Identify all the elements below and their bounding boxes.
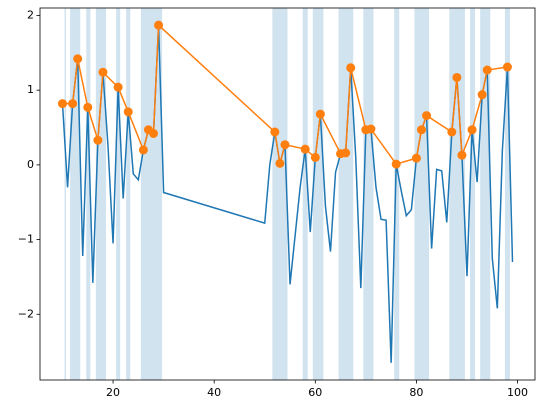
marker (452, 72, 462, 82)
shaded-span (394, 8, 400, 380)
shaded-span (272, 8, 288, 380)
marker (366, 124, 376, 134)
marker (467, 125, 477, 135)
shaded-span (480, 8, 491, 380)
marker (98, 67, 108, 77)
x-tick-label: 100 (507, 386, 528, 399)
shaded-span (140, 8, 163, 380)
marker (149, 128, 159, 138)
marker (447, 127, 457, 137)
marker (138, 145, 148, 155)
shaded-span (312, 8, 324, 380)
marker (58, 99, 67, 109)
shaded-span (86, 8, 91, 380)
marker (457, 150, 467, 160)
y-tick-label: 0 (27, 158, 34, 171)
marker (346, 63, 356, 73)
marker (391, 159, 401, 169)
y-tick-label: −2 (18, 307, 34, 320)
series-line (62, 23, 508, 165)
marker (300, 144, 310, 154)
marker (270, 127, 280, 137)
shaded-span (95, 8, 106, 380)
shaded-span (449, 8, 465, 380)
shaded-span (64, 8, 67, 380)
marker (93, 135, 103, 145)
marker (154, 20, 164, 30)
shaded-span (116, 8, 121, 380)
marker (73, 54, 83, 64)
x-tick-label: 60 (308, 386, 322, 399)
marker (502, 62, 512, 72)
marker (315, 109, 325, 119)
shaded-span (363, 8, 374, 380)
y-tick-label: 1 (27, 83, 34, 96)
marker (482, 65, 492, 75)
x-tick-label: 20 (106, 386, 120, 399)
x-tick-label: 40 (207, 386, 221, 399)
y-tick-label: 2 (27, 8, 34, 21)
shaded-span (70, 8, 81, 380)
marker (341, 148, 351, 158)
marker (83, 102, 93, 112)
x-tick-label: 80 (409, 386, 423, 399)
marker (422, 111, 432, 121)
marker (411, 153, 421, 163)
marker (310, 152, 320, 162)
marker (280, 140, 290, 150)
marker (113, 82, 123, 92)
marker (68, 99, 78, 109)
y-tick-label: −1 (18, 233, 34, 246)
shaded-span (414, 8, 430, 380)
marker (123, 107, 133, 117)
shaded-span (126, 8, 131, 380)
shaded-span (302, 8, 308, 380)
shaded-span (504, 8, 510, 380)
axes-frame (39, 7, 536, 381)
shaded-span (338, 8, 354, 380)
marker (275, 158, 285, 168)
shaded-span (470, 8, 476, 380)
marker (416, 125, 426, 135)
marker (477, 90, 487, 100)
